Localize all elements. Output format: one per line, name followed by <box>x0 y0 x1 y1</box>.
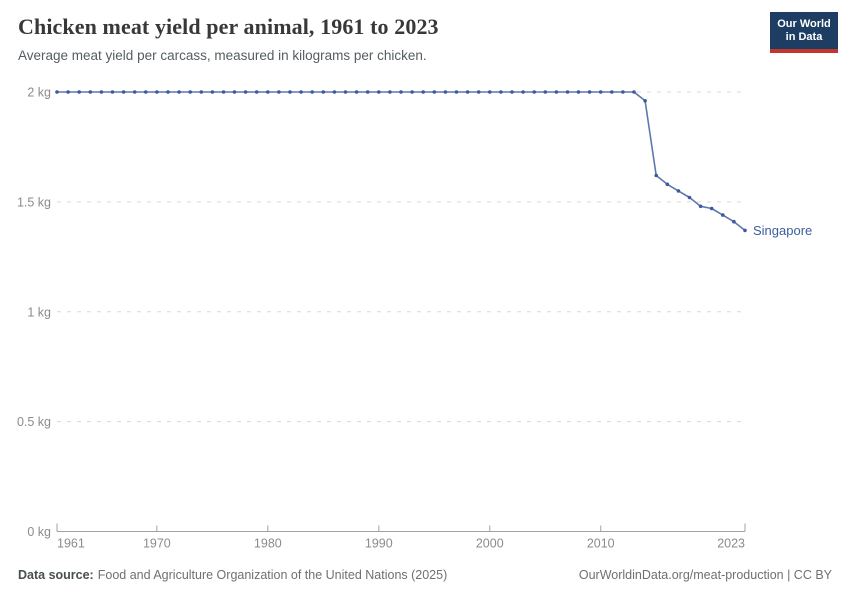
data-point[interactable] <box>99 90 104 94</box>
data-point[interactable] <box>488 90 492 94</box>
data-point[interactable] <box>166 90 170 94</box>
data-point[interactable] <box>377 90 381 94</box>
data-point[interactable] <box>66 90 70 94</box>
data-point[interactable] <box>254 90 259 94</box>
data-point[interactable] <box>388 90 392 94</box>
data-point[interactable] <box>554 90 559 94</box>
data-point[interactable] <box>288 90 292 94</box>
data-point[interactable] <box>698 204 703 209</box>
owid-logo-line2: in Data <box>785 30 823 43</box>
data-point[interactable] <box>232 90 237 94</box>
data-point[interactable] <box>499 90 503 94</box>
data-source-note: Data source: Food and Agriculture Organiz… <box>18 568 447 582</box>
data-point[interactable] <box>732 219 736 224</box>
data-point[interactable] <box>266 90 270 94</box>
data-point[interactable] <box>676 189 681 193</box>
data-point[interactable] <box>521 90 525 94</box>
data-point[interactable] <box>721 213 725 217</box>
data-source-label: Data source: <box>18 568 94 582</box>
data-point[interactable] <box>210 90 215 94</box>
data-point[interactable] <box>332 90 337 94</box>
data-point[interactable] <box>410 90 414 94</box>
data-point[interactable] <box>510 90 514 94</box>
x-tick-label: 1980 <box>254 537 282 551</box>
y-tick-label: 0 kg <box>27 525 51 539</box>
data-point[interactable] <box>654 173 658 178</box>
data-point[interactable] <box>299 90 303 94</box>
data-point[interactable] <box>88 90 93 94</box>
data-point[interactable] <box>199 90 204 94</box>
data-source-text: Food and Agriculture Organization of the… <box>97 568 448 582</box>
data-point[interactable] <box>354 90 359 94</box>
y-tick-label: 1 kg <box>27 305 51 319</box>
data-point[interactable] <box>565 90 570 94</box>
data-line[interactable] <box>56 91 746 232</box>
x-tick-label: 1990 <box>365 537 393 551</box>
data-point[interactable] <box>77 90 81 94</box>
data-point[interactable] <box>399 90 403 94</box>
owid-logo-line1: Our World <box>777 17 831 30</box>
data-point[interactable] <box>144 90 148 94</box>
data-point[interactable] <box>243 90 248 94</box>
x-tick-label: 1970 <box>143 537 171 551</box>
data-point[interactable] <box>454 90 459 94</box>
data-point[interactable] <box>632 90 636 94</box>
page-title: Chicken meat yield per animal, 1961 to 2… <box>18 14 439 39</box>
data-point[interactable] <box>665 182 670 187</box>
data-point[interactable] <box>543 90 548 94</box>
data-point[interactable] <box>610 90 614 94</box>
series-label[interactable]: Singapore <box>753 223 812 238</box>
data-point[interactable] <box>343 90 348 94</box>
y-tick-label: 0.5 kg <box>17 415 51 429</box>
x-tick-label: 1961 <box>57 537 85 551</box>
data-point[interactable] <box>365 90 370 94</box>
data-point[interactable] <box>155 90 159 94</box>
page-subtitle: Average meat yield per carcass, measured… <box>18 48 427 63</box>
data-point[interactable] <box>621 90 625 94</box>
owid-logo[interactable]: Our World in Data <box>770 12 838 53</box>
data-point[interactable] <box>432 90 437 94</box>
data-point[interactable] <box>177 90 181 94</box>
chart-footer: Data source: Food and Agriculture Organiz… <box>18 568 832 582</box>
y-tick-label: 1.5 kg <box>17 195 51 209</box>
data-point[interactable] <box>576 90 581 94</box>
data-point[interactable] <box>310 90 315 94</box>
data-point[interactable] <box>132 90 137 94</box>
data-point[interactable] <box>587 90 592 94</box>
data-point[interactable] <box>188 90 192 94</box>
x-tick-label: 2023 <box>717 537 745 551</box>
data-point[interactable] <box>321 90 326 94</box>
data-point[interactable] <box>687 195 692 200</box>
data-point[interactable] <box>421 90 426 94</box>
credit-link[interactable]: OurWorldinData.org/meat-production | CC … <box>578 568 832 582</box>
y-tick-label: 2 kg <box>27 86 51 100</box>
data-point[interactable] <box>743 228 747 233</box>
data-point[interactable] <box>221 90 226 94</box>
data-point[interactable] <box>643 99 647 103</box>
x-tick-label: 2010 <box>587 537 615 551</box>
data-point[interactable] <box>598 90 603 94</box>
data-point[interactable] <box>121 90 126 94</box>
data-point[interactable] <box>709 206 714 211</box>
data-point[interactable] <box>443 90 448 94</box>
x-tick-label: 2000 <box>476 537 504 551</box>
data-point[interactable] <box>110 90 115 94</box>
data-point[interactable] <box>465 90 470 94</box>
data-point[interactable] <box>277 90 281 94</box>
data-point[interactable] <box>532 90 536 94</box>
data-point[interactable] <box>476 90 481 94</box>
data-point[interactable] <box>55 90 59 94</box>
